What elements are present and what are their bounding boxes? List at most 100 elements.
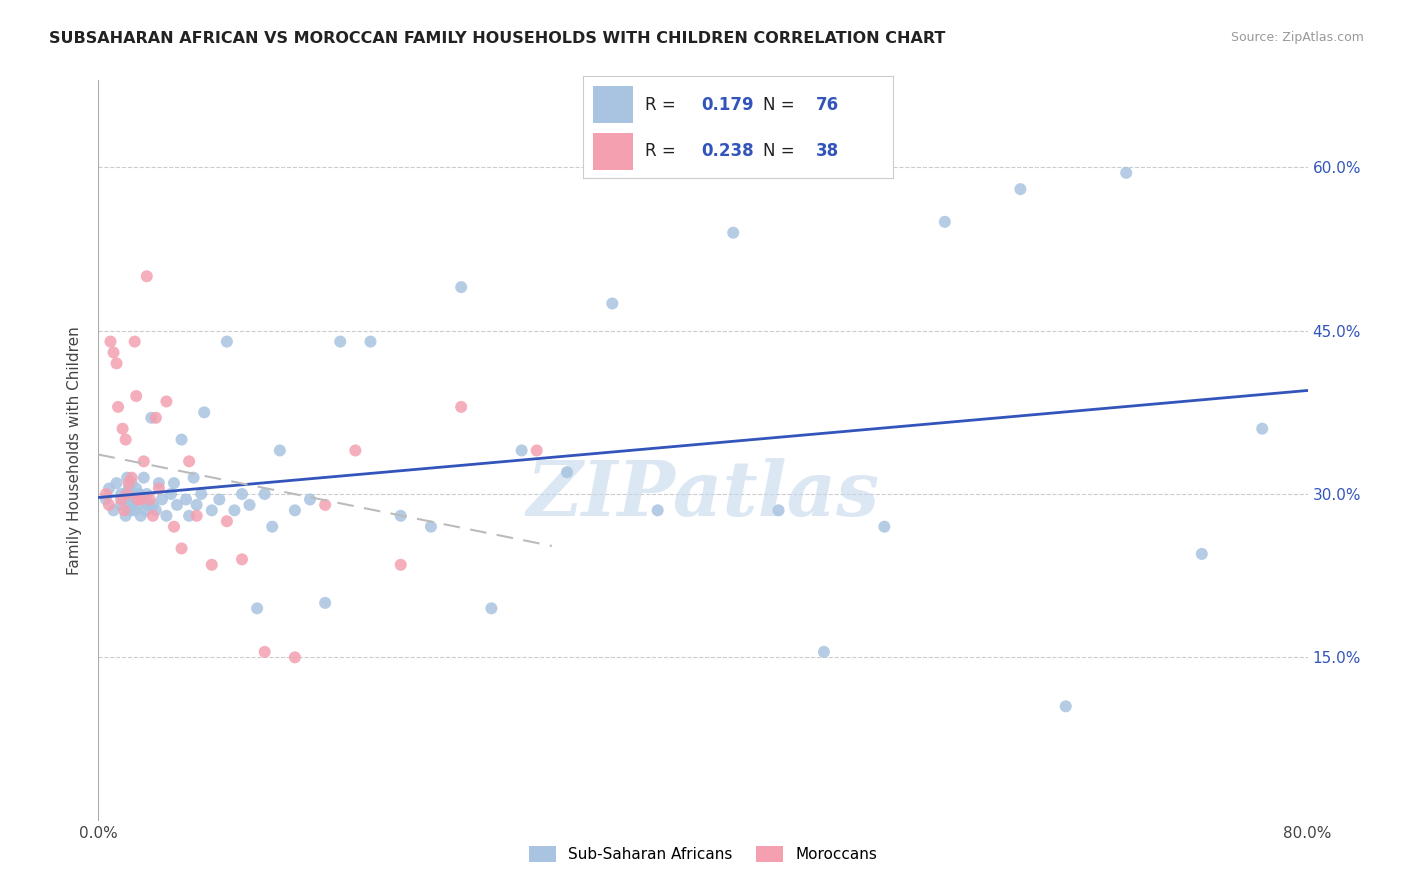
Point xyxy=(1054,699,1077,714)
Point xyxy=(142,508,165,523)
Text: 0.179: 0.179 xyxy=(702,95,754,113)
Point xyxy=(253,645,276,659)
Point xyxy=(174,492,197,507)
Text: 38: 38 xyxy=(815,142,838,160)
Point xyxy=(94,487,117,501)
Point xyxy=(121,476,143,491)
Point xyxy=(314,596,336,610)
Point xyxy=(132,471,155,485)
Point xyxy=(481,601,503,615)
Point xyxy=(105,356,128,370)
Point xyxy=(179,454,201,468)
Text: Source: ZipAtlas.com: Source: ZipAtlas.com xyxy=(1230,31,1364,45)
Text: 0.238: 0.238 xyxy=(702,142,754,160)
Text: R =: R = xyxy=(645,95,682,113)
Y-axis label: Family Households with Children: Family Households with Children xyxy=(67,326,83,574)
Point xyxy=(239,498,262,512)
Point xyxy=(224,503,246,517)
Text: N =: N = xyxy=(763,142,800,160)
Point xyxy=(120,503,142,517)
Point xyxy=(723,226,745,240)
Point xyxy=(231,552,253,566)
Point xyxy=(155,508,177,523)
Point xyxy=(131,492,153,507)
Point xyxy=(170,433,193,447)
Text: SUBSAHARAN AFRICAN VS MOROCCAN FAMILY HOUSEHOLDS WITH CHILDREN CORRELATION CHART: SUBSAHARAN AFRICAN VS MOROCCAN FAMILY HO… xyxy=(49,31,946,46)
Point xyxy=(873,519,896,533)
Point xyxy=(141,410,163,425)
Point xyxy=(190,487,212,501)
Point xyxy=(112,492,135,507)
Point xyxy=(186,508,208,523)
Point xyxy=(121,471,143,485)
Point xyxy=(124,334,146,349)
Point xyxy=(602,296,624,310)
Point xyxy=(98,482,121,496)
Point xyxy=(1115,166,1137,180)
Point xyxy=(813,645,835,659)
Point xyxy=(450,400,472,414)
Text: N =: N = xyxy=(763,95,800,113)
Point xyxy=(145,410,167,425)
Point xyxy=(269,443,291,458)
Point xyxy=(118,482,141,496)
Point xyxy=(215,514,238,528)
Point xyxy=(103,503,125,517)
Point xyxy=(360,334,382,349)
Point xyxy=(314,498,336,512)
Point xyxy=(329,334,352,349)
Point xyxy=(142,498,165,512)
Point xyxy=(135,269,157,284)
Point xyxy=(122,487,145,501)
Point xyxy=(1010,182,1032,196)
Point xyxy=(129,508,152,523)
Point xyxy=(110,487,132,501)
Point xyxy=(110,498,132,512)
Point xyxy=(155,394,177,409)
Point xyxy=(1251,422,1274,436)
Point xyxy=(150,492,173,507)
Point xyxy=(160,487,183,501)
Point xyxy=(136,498,159,512)
Point xyxy=(186,498,208,512)
Point xyxy=(193,405,215,419)
Point xyxy=(510,443,533,458)
Point xyxy=(344,443,367,458)
Point xyxy=(450,280,472,294)
Bar xyxy=(593,87,633,123)
Point xyxy=(114,487,136,501)
Point xyxy=(253,487,276,501)
Point xyxy=(127,498,149,512)
Point xyxy=(128,487,150,501)
Point xyxy=(112,503,135,517)
Point xyxy=(284,650,307,665)
Point xyxy=(127,492,149,507)
Point xyxy=(100,334,122,349)
Point xyxy=(389,558,412,572)
Point xyxy=(420,519,443,533)
Point xyxy=(125,482,148,496)
Point xyxy=(148,476,170,491)
Text: ZIPatlas: ZIPatlas xyxy=(526,458,880,532)
Point xyxy=(183,471,205,485)
Point xyxy=(118,498,141,512)
Point xyxy=(111,422,134,436)
Point xyxy=(170,541,193,556)
Point xyxy=(148,482,170,496)
Point xyxy=(208,492,231,507)
Point xyxy=(139,492,162,507)
Point xyxy=(768,503,790,517)
Point xyxy=(114,508,136,523)
Point xyxy=(215,334,238,349)
Point xyxy=(121,492,143,507)
Point xyxy=(129,492,152,507)
Point xyxy=(262,519,284,533)
Point xyxy=(231,487,253,501)
Point xyxy=(105,476,128,491)
Point xyxy=(118,476,141,491)
Point xyxy=(526,443,548,458)
Point xyxy=(201,503,224,517)
Point xyxy=(132,454,155,468)
Text: R =: R = xyxy=(645,142,682,160)
Point xyxy=(114,433,136,447)
